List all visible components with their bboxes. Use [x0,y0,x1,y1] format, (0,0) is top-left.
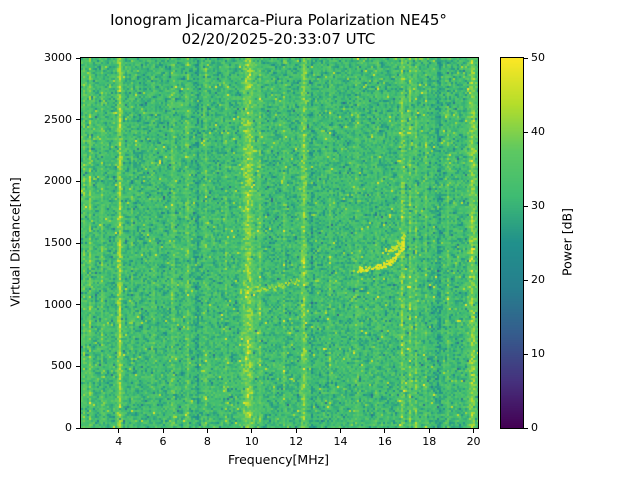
y-axis-tick [76,365,80,367]
colorbar-tick [524,427,528,429]
colorbar-label: Power [dB] [559,207,575,277]
colorbar-tick [524,57,528,59]
colorbar-tick-label: 10 [531,347,545,360]
colorbar-tick [524,131,528,133]
y-tick-label: 0 [65,421,72,434]
y-tick-label: 1000 [44,297,72,311]
y-tick-label: 1500 [44,236,72,249]
x-axis-tick [384,429,386,433]
x-tick-label: 4 [115,435,123,448]
ionogram-heatmap [81,58,478,428]
colorbar-tick [524,353,528,355]
y-axis-tick [76,304,80,306]
x-tick-label: 8 [203,435,211,448]
colorbar-tick-label: 0 [531,421,538,434]
figure-subtitle: 02/20/2025-20:33:07 UTC [181,30,376,48]
x-tick-label: 6 [159,435,167,448]
colorbar-tick-label: 40 [531,125,545,138]
x-axis-tick [162,429,164,433]
x-tick-label: 14 [333,435,348,448]
y-axis-tick [76,427,80,429]
y-axis-tick [76,242,80,244]
x-tick-label: 16 [377,435,392,448]
y-axis-label: Virtual Distance[Km] [7,177,23,307]
x-tick-label: 12 [289,435,304,448]
x-axis-tick [473,429,475,433]
heatmap-plot-area [80,57,479,429]
y-axis-tick [76,57,80,59]
y-tick-label: 2000 [44,174,72,188]
x-axis-tick [118,429,120,433]
x-tick-label: 20 [466,435,481,448]
y-tick-label: 500 [51,359,72,373]
y-tick-label: 3000 [44,51,72,64]
x-tick-label: 10 [244,435,259,448]
colorbar-tick-label: 20 [531,273,545,286]
colorbar-tick-label: 50 [531,51,545,64]
figure-title: Ionogram Jicamarca-Piura Polarization NE… [110,11,447,29]
colorbar-tick [524,205,528,207]
x-axis-tick [251,429,253,433]
x-axis-label: Frequency[MHz] [227,452,330,467]
x-axis-tick [428,429,430,433]
x-tick-label: 18 [422,435,437,448]
y-axis-tick [76,119,80,121]
colorbar [500,57,524,429]
y-axis-tick [76,180,80,182]
x-axis-tick [206,429,208,433]
y-tick-label: 2500 [44,112,72,126]
colorbar-gradient [501,58,523,428]
colorbar-tick-label: 30 [531,199,545,212]
x-axis-tick [295,429,297,433]
x-axis-tick [339,429,341,433]
colorbar-tick [524,279,528,281]
